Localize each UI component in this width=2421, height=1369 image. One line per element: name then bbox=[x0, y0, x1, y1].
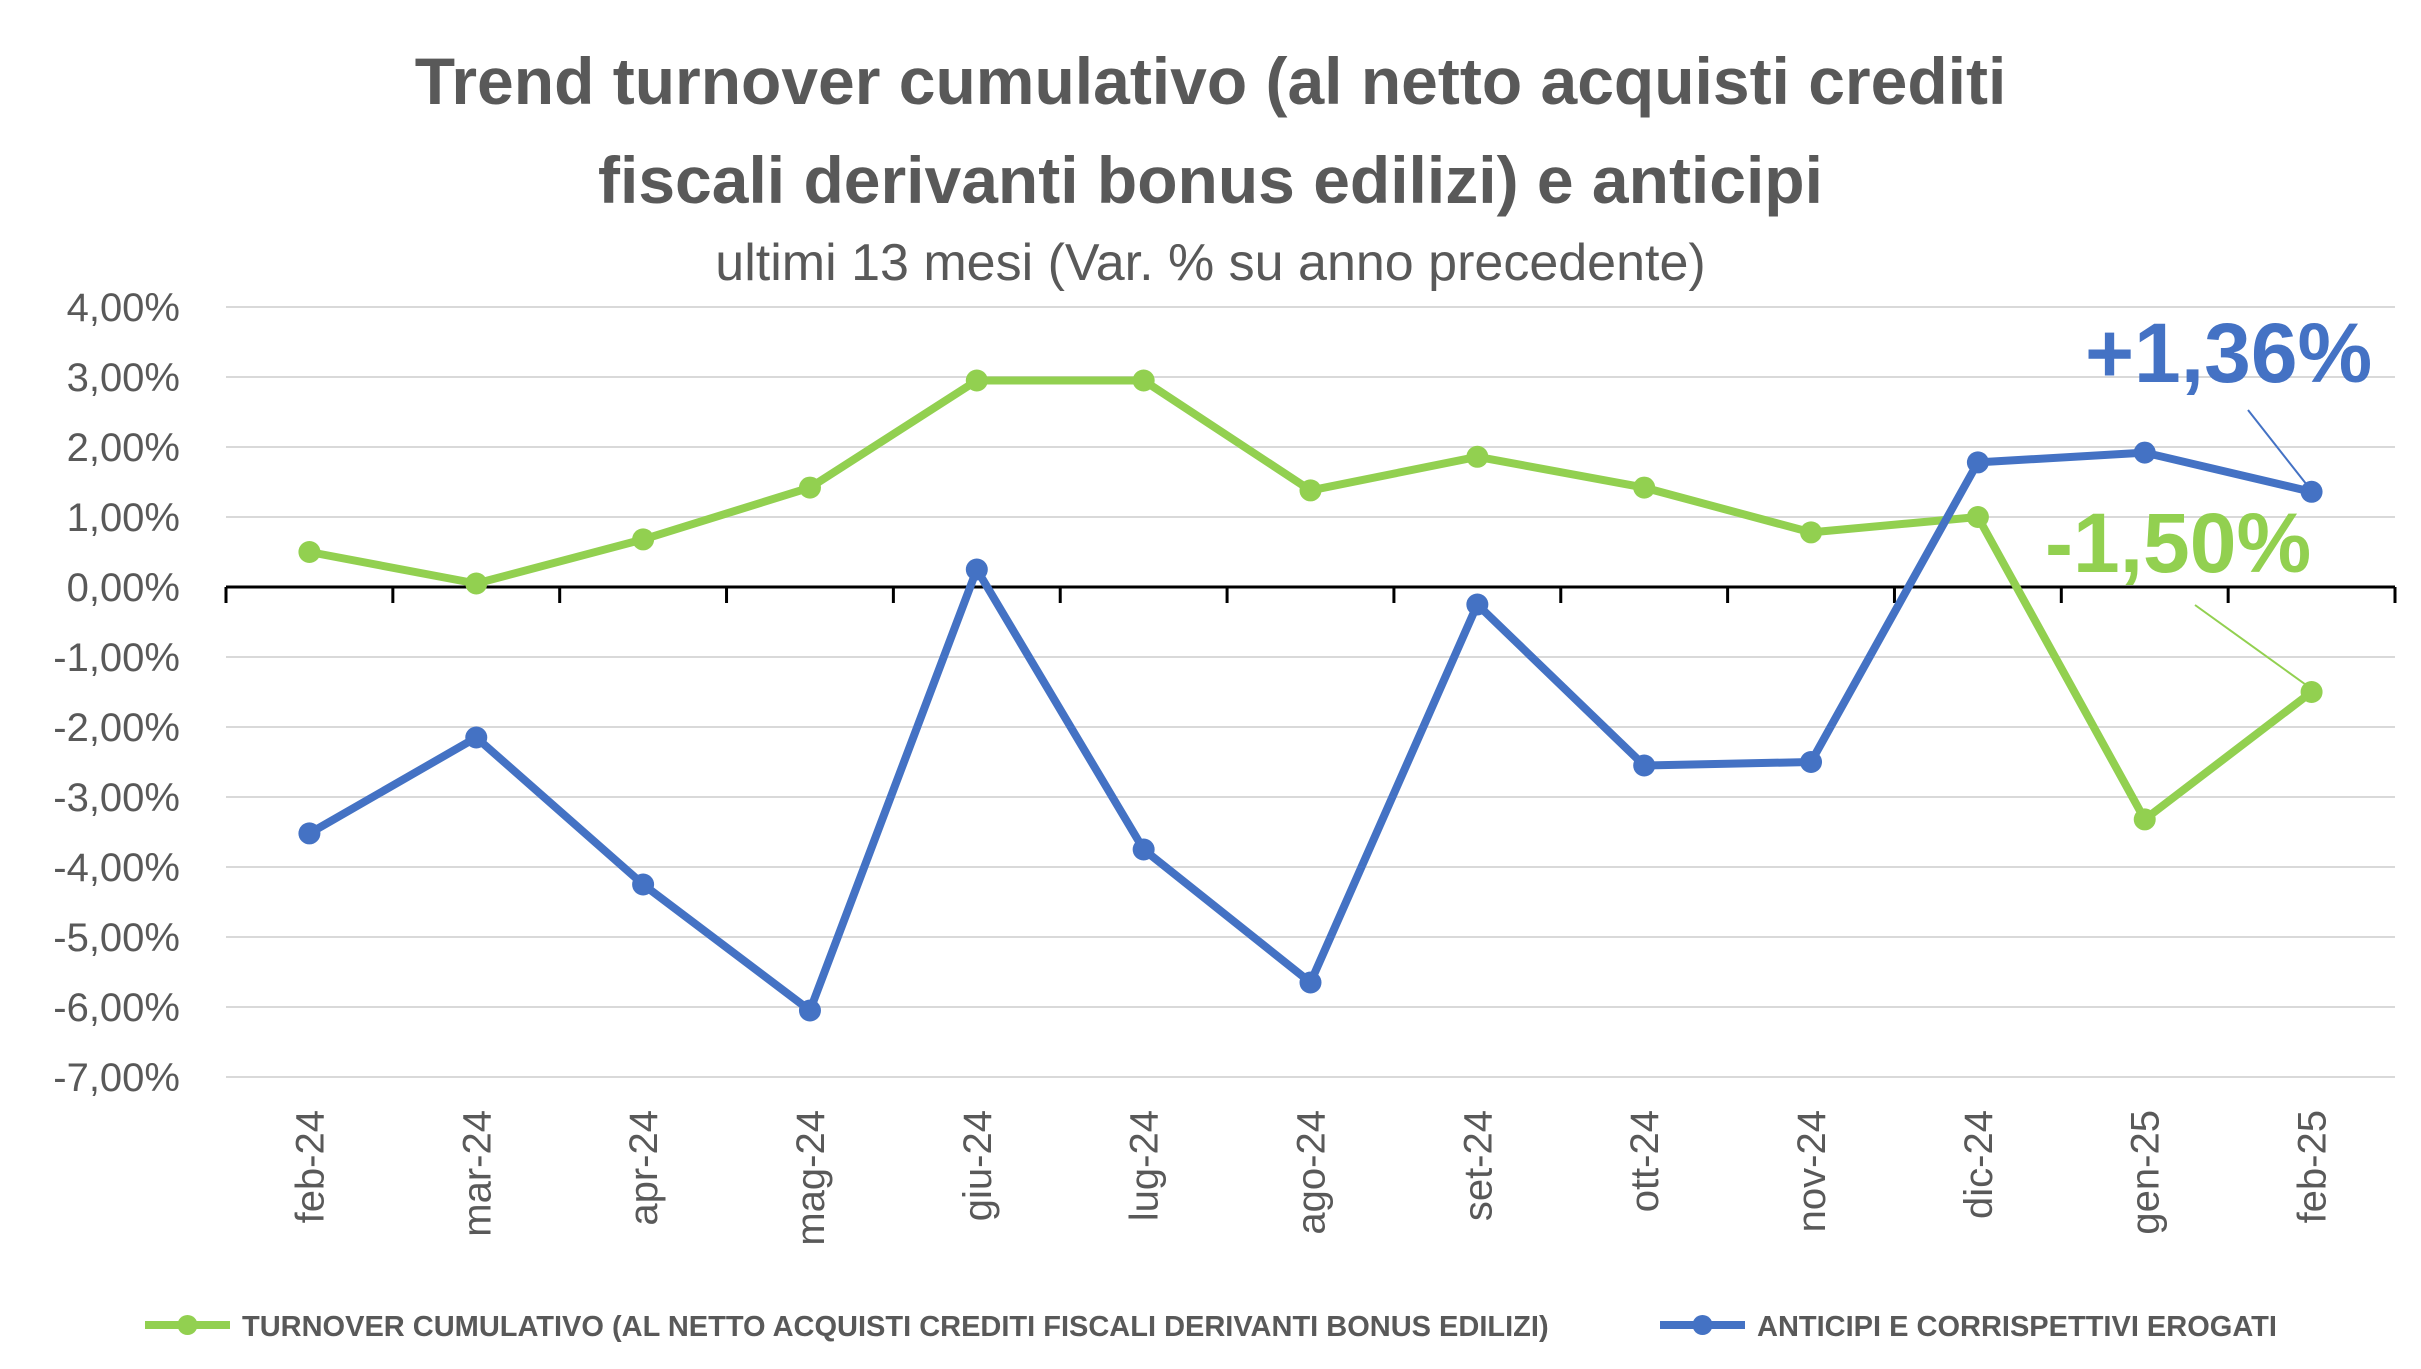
series-line bbox=[305, 448, 2316, 1015]
data-point bbox=[1466, 593, 1489, 616]
data-point bbox=[965, 558, 988, 581]
x-tick-label: nov-24 bbox=[1790, 1110, 1834, 1232]
y-tick-label: -1,00% bbox=[53, 636, 180, 680]
data-point bbox=[298, 541, 321, 563]
data-point bbox=[2300, 681, 2323, 703]
data-point bbox=[1299, 971, 1322, 994]
x-tick-label: gen-25 bbox=[2124, 1110, 2168, 1235]
data-point bbox=[632, 873, 655, 896]
data-point bbox=[1966, 506, 1989, 528]
annotation-label: +1,36% bbox=[2085, 306, 2372, 400]
annotation-leader bbox=[2194, 604, 2309, 687]
y-tick-label: 0,00% bbox=[67, 566, 180, 610]
y-tick-label: 4,00% bbox=[67, 286, 180, 330]
data-point bbox=[2300, 480, 2323, 503]
y-tick-label: -5,00% bbox=[53, 916, 180, 960]
data-point bbox=[798, 476, 821, 499]
x-tick-label: dic-24 bbox=[1957, 1110, 2001, 1219]
y-tick-label: -4,00% bbox=[53, 846, 180, 890]
data-point bbox=[1800, 751, 1823, 773]
legend-swatch-marker bbox=[177, 1315, 198, 1335]
legend-label: TURNOVER CUMULATIVO (AL NETTO ACQUISTI C… bbox=[242, 1311, 1549, 1343]
data-point bbox=[465, 726, 488, 749]
data-point bbox=[798, 999, 821, 1022]
x-tick-label: giu-24 bbox=[956, 1110, 1000, 1221]
legend-swatch-marker bbox=[1692, 1315, 1713, 1335]
y-tick-label: -6,00% bbox=[53, 986, 180, 1030]
chart-title-line-1: Trend turnover cumulativo (al netto acqu… bbox=[414, 44, 2007, 118]
x-tick-label: feb-25 bbox=[2291, 1110, 2335, 1223]
data-point bbox=[1633, 476, 1656, 499]
y-tick-label: 3,00% bbox=[67, 356, 180, 400]
x-tick-label: lug-24 bbox=[1123, 1110, 1167, 1221]
data-point bbox=[1466, 445, 1489, 468]
chart-subtitle: ultimi 13 mesi (Var. % su anno precedent… bbox=[715, 234, 1706, 292]
y-tick-label: -7,00% bbox=[53, 1056, 180, 1100]
data-point bbox=[1800, 521, 1823, 544]
data-point bbox=[298, 822, 321, 845]
x-tick-label: ago-24 bbox=[1290, 1110, 1334, 1235]
y-tick-label: 2,00% bbox=[67, 426, 180, 470]
legend-label: ANTICIPI E CORRISPETTIVI EROGATI bbox=[1757, 1311, 2277, 1343]
x-tick-label: mar-24 bbox=[455, 1110, 499, 1237]
chart-title-line-2: fiscali derivanti bonus edilizi) e antic… bbox=[598, 143, 1823, 217]
annotation-label: -1,50% bbox=[2045, 496, 2311, 590]
data-point bbox=[1633, 754, 1656, 777]
data-point bbox=[1299, 479, 1322, 502]
data-point bbox=[1132, 369, 1155, 392]
data-point bbox=[965, 369, 988, 392]
y-tick-label: -2,00% bbox=[53, 706, 180, 750]
data-point bbox=[465, 572, 488, 595]
data-point bbox=[1132, 838, 1155, 861]
data-point bbox=[2133, 441, 2156, 464]
data-point bbox=[1966, 451, 1989, 474]
y-tick-label: -3,00% bbox=[53, 776, 180, 820]
x-tick-label: apr-24 bbox=[622, 1110, 666, 1226]
y-tick-label: 1,00% bbox=[67, 496, 180, 540]
x-tick-label: feb-24 bbox=[288, 1110, 332, 1223]
data-point bbox=[2133, 808, 2156, 831]
annotation-leader bbox=[2247, 409, 2309, 487]
x-tick-label: ott-24 bbox=[1623, 1110, 1667, 1212]
x-tick-label: set-24 bbox=[1456, 1110, 1500, 1221]
x-tick-label: mag-24 bbox=[789, 1110, 833, 1246]
data-point bbox=[632, 528, 655, 551]
